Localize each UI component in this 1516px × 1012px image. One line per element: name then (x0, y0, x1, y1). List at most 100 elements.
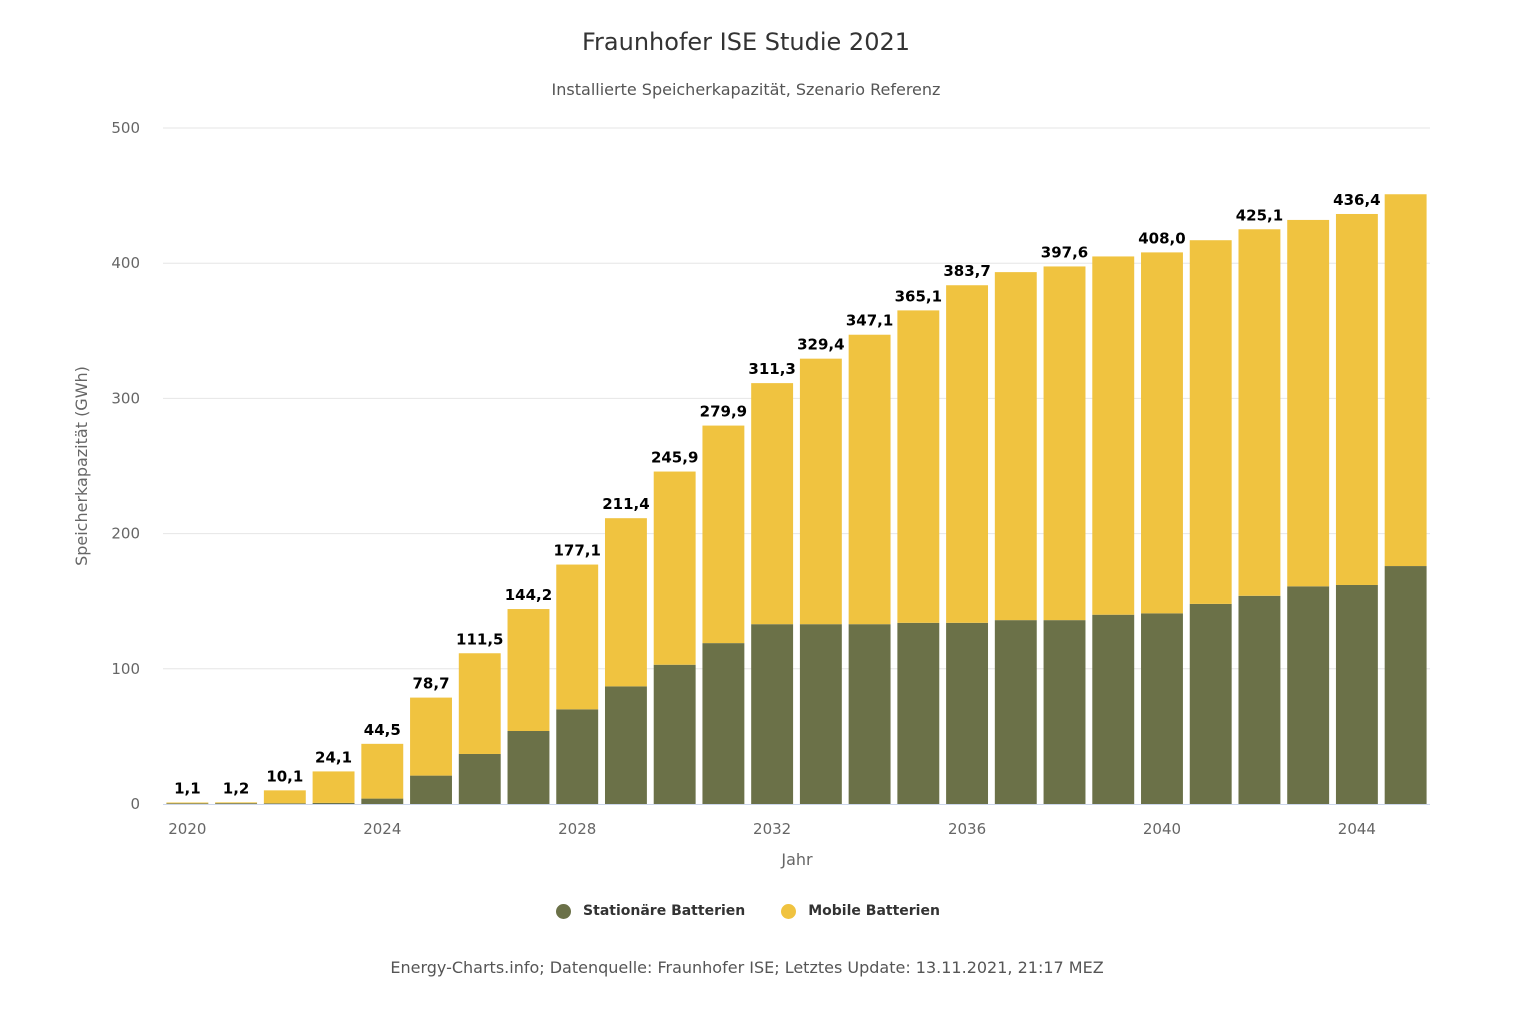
bar-stationaer-2025[interactable] (410, 775, 452, 804)
y-tick-label: 400 (111, 254, 140, 272)
data-label-2036: 383,7 (943, 262, 990, 280)
bar-stationaer-2034[interactable] (848, 624, 891, 804)
legend-label: Stationäre Batterien (583, 903, 746, 919)
data-label-2035: 365,1 (895, 287, 942, 305)
data-label-2028: 177,1 (553, 542, 600, 560)
bar-stationaer-2023[interactable] (312, 802, 355, 804)
y-tick-label: 100 (111, 660, 140, 678)
bar-stationaer-2021[interactable] (215, 803, 258, 804)
data-label-2034: 347,1 (846, 312, 893, 330)
bar-stationaer-2040[interactable] (1141, 613, 1183, 804)
y-tick-label: 200 (111, 525, 140, 543)
y-tick-label: 500 (111, 119, 140, 137)
bar-stationaer-2038[interactable] (1043, 620, 1086, 804)
bar-mobil-2027[interactable] (507, 609, 550, 731)
data-label-2021: 1,2 (223, 779, 250, 797)
bar-stationaer-2033[interactable] (799, 624, 842, 804)
bar-mobil-2031[interactable] (702, 425, 745, 644)
bar-mobil-2029[interactable] (604, 518, 647, 687)
data-label-2025: 78,7 (413, 675, 450, 693)
bar-mobil-2023[interactable] (312, 771, 355, 803)
bar-mobil-2021[interactable] (215, 802, 258, 804)
legend-label: Mobile Batterien (808, 903, 940, 919)
x-axis-title: Jahr (780, 850, 813, 869)
bar-mobil-2025[interactable] (410, 697, 452, 776)
legend-item-mobile-batterien[interactable]: Mobile Batterien (781, 903, 940, 919)
bar-mobil-2032[interactable] (751, 383, 794, 625)
legend-dot-stationaere-icon (556, 903, 572, 919)
data-label-2038: 397,6 (1041, 243, 1088, 261)
bar-series (166, 194, 1427, 804)
data-label-2027: 144,2 (505, 586, 552, 604)
bar-mobil-2039[interactable] (1092, 256, 1135, 615)
bar-stationaer-2036[interactable] (946, 622, 989, 804)
data-label-2023: 24,1 (315, 748, 352, 766)
bar-mobil-2024[interactable] (361, 743, 404, 799)
x-tick-label: 2040 (1143, 820, 1181, 838)
bar-stationaer-2020[interactable] (166, 803, 209, 804)
legend-item-stationaere-batterien[interactable]: Stationäre Batterien (556, 903, 745, 919)
bar-mobil-2026[interactable] (458, 653, 501, 754)
bar-stationaer-2045[interactable] (1384, 566, 1427, 804)
bar-stationaer-2026[interactable] (458, 753, 501, 804)
bar-mobil-2036[interactable] (946, 285, 989, 623)
x-tick-label: 2024 (363, 820, 401, 838)
bar-mobil-2020[interactable] (166, 802, 209, 804)
bar-stationaer-2042[interactable] (1238, 595, 1281, 804)
bar-stationaer-2024[interactable] (361, 798, 404, 804)
data-label-2020: 1,1 (174, 780, 201, 798)
bar-stationaer-2039[interactable] (1092, 614, 1135, 804)
bar-stationaer-2031[interactable] (702, 643, 745, 804)
chart-title: Fraunhofer ISE Studie 2021 (582, 28, 910, 56)
x-tick-label: 2036 (948, 820, 986, 838)
data-label-2031: 279,9 (700, 403, 747, 421)
bar-stationaer-2029[interactable] (604, 686, 647, 804)
bar-stationaer-2035[interactable] (897, 622, 940, 804)
bar-mobil-2038[interactable] (1043, 266, 1086, 621)
bar-mobil-2035[interactable] (897, 310, 940, 623)
legend-dot-mobile-icon (781, 903, 797, 919)
y-axis-title: Speicherkapazität (GWh) (72, 366, 91, 566)
data-label-2032: 311,3 (748, 360, 795, 378)
data-label-2033: 329,4 (797, 336, 844, 354)
data-label-2022: 10,1 (266, 767, 303, 785)
x-tick-label: 2020 (168, 820, 206, 838)
bar-mobil-2042[interactable] (1238, 229, 1281, 596)
y-tick-label: 300 (111, 389, 140, 407)
bar-stationaer-2022[interactable] (263, 803, 306, 804)
data-label-2042: 425,1 (1236, 206, 1283, 224)
bar-stationaer-2027[interactable] (507, 730, 550, 804)
y-tick-label: 0 (130, 795, 140, 813)
bar-mobil-2028[interactable] (556, 564, 599, 710)
bar-mobil-2043[interactable] (1287, 219, 1330, 587)
bar-stationaer-2037[interactable] (994, 620, 1037, 804)
data-label-2024: 44,5 (364, 721, 401, 739)
y-axis-ticks: 0 100 200 300 400 500 (111, 119, 140, 813)
bar-mobil-2044[interactable] (1335, 213, 1378, 585)
x-axis-ticks: 2020 2024 2028 2032 2036 2040 2044 (168, 820, 1376, 838)
bar-stationaer-2028[interactable] (556, 709, 599, 804)
bar-mobil-2041[interactable] (1189, 240, 1232, 604)
chart-subtitle: Installierte Speicherkapazität, Szenario… (551, 80, 941, 99)
bar-mobil-2040[interactable] (1141, 252, 1183, 614)
bar-mobil-2034[interactable] (848, 334, 891, 625)
bar-stationaer-2030[interactable] (653, 664, 696, 804)
data-labels: 1,1 1,2 10,1 24,1 44,5 78,7 111,5 144,2 177,1 211… (174, 191, 1381, 798)
bar-stationaer-2032[interactable] (751, 624, 794, 804)
bar-mobil-2045[interactable] (1384, 194, 1427, 567)
data-label-2044: 436,4 (1333, 191, 1380, 209)
bar-mobil-2033[interactable] (799, 358, 842, 625)
x-tick-label: 2028 (558, 820, 596, 838)
bar-mobil-2030[interactable] (653, 471, 696, 665)
bar-mobil-2022[interactable] (263, 790, 306, 804)
bar-stationaer-2041[interactable] (1189, 603, 1232, 804)
credits: Energy-Charts.info; Datenquelle: Fraunho… (390, 958, 1104, 977)
data-label-2040: 408,0 (1138, 229, 1185, 247)
x-tick-label: 2032 (753, 820, 791, 838)
data-label-2030: 245,9 (651, 449, 698, 467)
bar-stationaer-2043[interactable] (1287, 586, 1330, 804)
bar-mobil-2037[interactable] (994, 272, 1037, 621)
bar-stationaer-2044[interactable] (1335, 584, 1378, 804)
data-label-2026: 111,5 (456, 630, 503, 648)
